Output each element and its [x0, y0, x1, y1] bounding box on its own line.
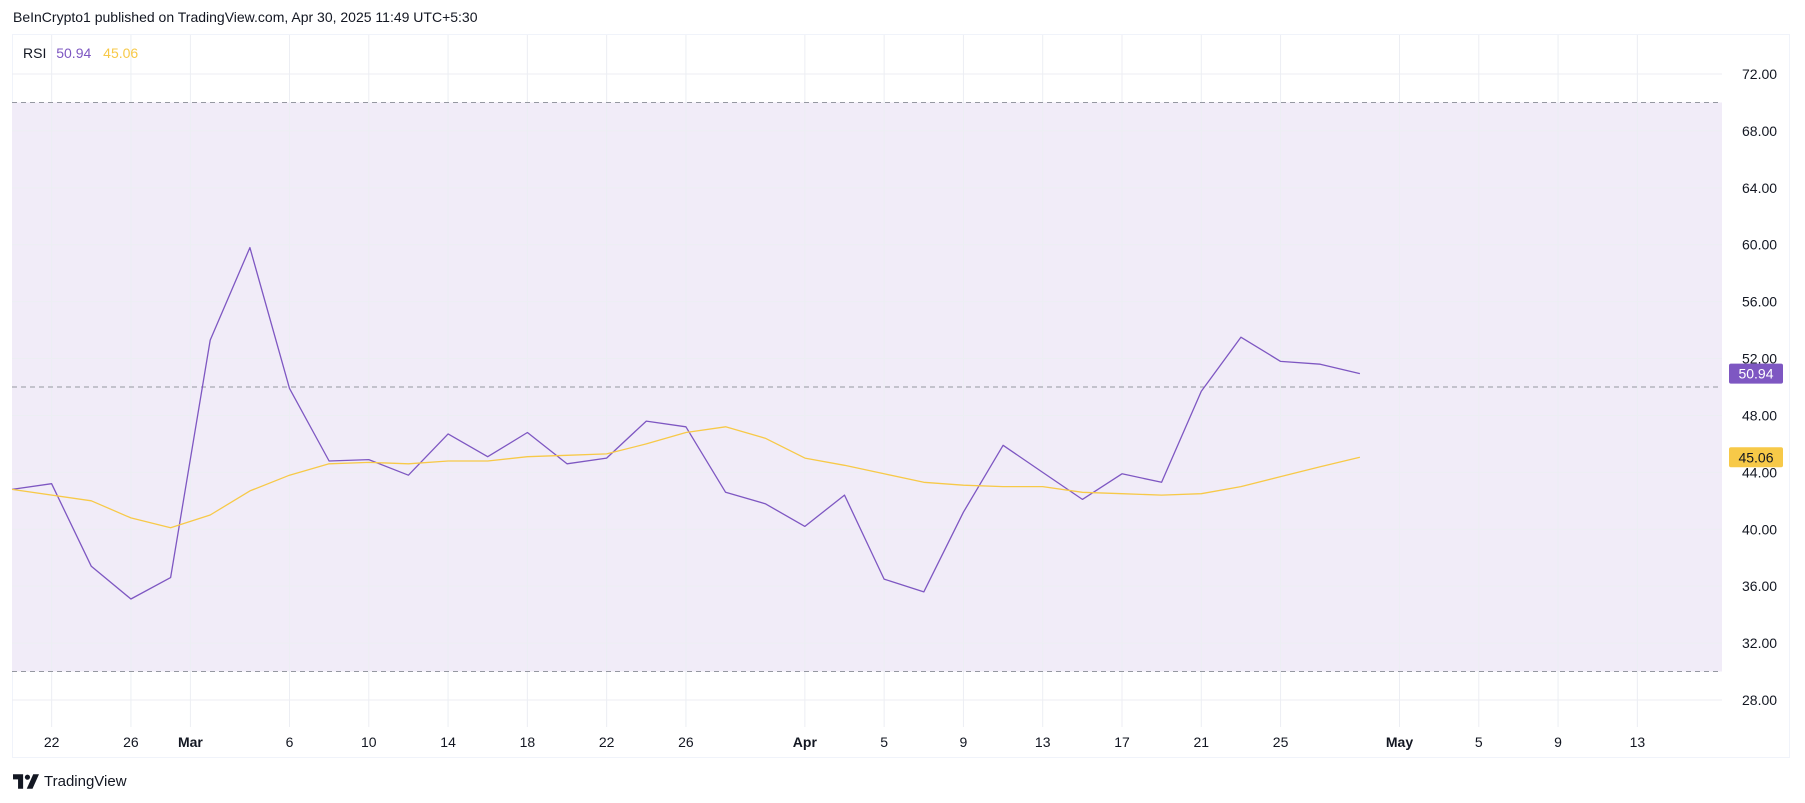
y-tick-label: 40.00	[1742, 521, 1777, 537]
x-tick-label: 5	[1475, 734, 1483, 750]
x-tick-label: 13	[1035, 734, 1051, 750]
x-tick-label: 26	[123, 734, 139, 750]
y-tick-label: 60.00	[1742, 237, 1777, 253]
x-tick-label: 21	[1193, 734, 1209, 750]
rsi-value-badge-text: 50.94	[1738, 366, 1773, 382]
x-tick-label: 9	[960, 734, 968, 750]
x-tick-label: 18	[520, 734, 536, 750]
legend-rsi-value: 50.94	[56, 45, 92, 61]
tradingview-logo-icon	[13, 774, 39, 789]
rsi-line[interactable]	[11, 246, 1361, 600]
chart-legend: RSI 50.94 45.06	[23, 45, 138, 61]
x-tick-label: 26	[678, 734, 694, 750]
publish-info: BeInCrypto1 published on TradingView.com…	[13, 9, 478, 25]
footer-brand-text: TradingView	[44, 773, 127, 790]
x-tick-label: 22	[599, 734, 615, 750]
legend-ma-value: 45.06	[103, 45, 139, 61]
x-tick-label: Apr	[793, 734, 818, 750]
y-tick-label: 28.00	[1742, 692, 1777, 708]
x-tick-label: 9	[1554, 734, 1562, 750]
legend-indicator-name: RSI	[23, 45, 47, 61]
x-tick-label: 17	[1114, 734, 1130, 750]
x-tick-label: Mar	[178, 734, 203, 750]
y-tick-label: 48.00	[1742, 407, 1777, 423]
y-tick-label: 72.00	[1742, 66, 1777, 82]
x-tick-label: 13	[1630, 734, 1646, 750]
x-tick-label: 14	[440, 734, 456, 750]
x-tick-label: 10	[361, 734, 377, 750]
rsi-value-badge	[1729, 363, 1783, 384]
y-tick-label: 52.00	[1742, 351, 1777, 367]
ma-value-badge-text: 45.06	[1738, 449, 1773, 465]
y-tick-label: 64.00	[1742, 180, 1777, 196]
x-tick-label: 6	[286, 734, 294, 750]
x-tick-label: 25	[1273, 734, 1289, 750]
x-tick-label: 22	[44, 734, 60, 750]
y-tick-label: 56.00	[1742, 294, 1777, 310]
y-tick-label: 44.00	[1742, 464, 1777, 480]
y-tick-label: 36.00	[1742, 578, 1777, 594]
y-tick-label: 68.00	[1742, 123, 1777, 139]
footer-branding[interactable]: TradingView	[13, 773, 127, 790]
x-tick-label: May	[1386, 734, 1413, 750]
ma-value-badge	[1729, 447, 1783, 468]
y-tick-label: 32.00	[1742, 635, 1777, 651]
rsi-ma-line[interactable]	[11, 426, 1361, 529]
x-tick-label: 5	[880, 734, 888, 750]
